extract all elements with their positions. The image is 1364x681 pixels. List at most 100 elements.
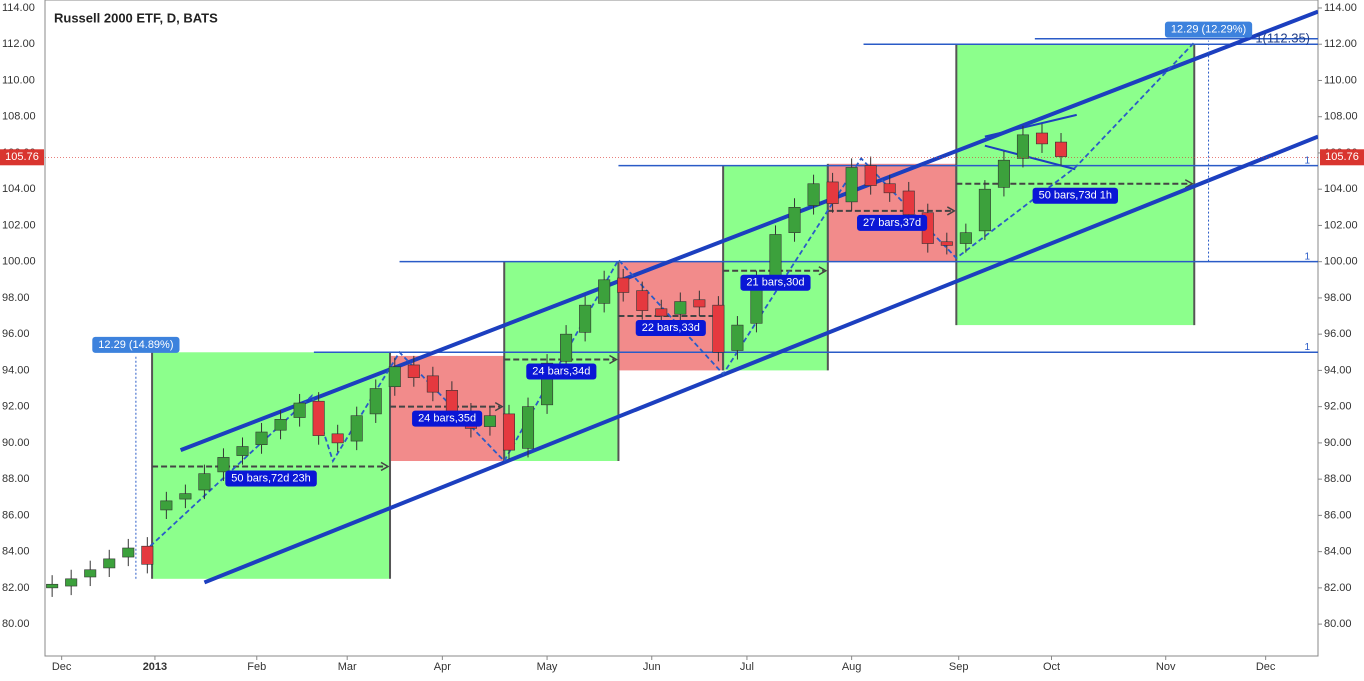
measure-label: 12.29 (12.29%)	[1171, 23, 1246, 35]
y-tick-label: 88.00	[2, 473, 30, 485]
candle-body	[1055, 141, 1068, 157]
candle-body	[864, 165, 877, 186]
chart-title: Russell 2000 ETF, D, BATS	[54, 10, 218, 25]
candle-body	[655, 308, 668, 317]
box-label: 27 bars,37d	[863, 217, 921, 229]
box-label-bg	[1032, 187, 1118, 204]
box-label: 21 bars,30d	[746, 277, 804, 289]
y-tick-label: 84.00	[2, 546, 30, 558]
trend-line	[179, 9, 1318, 453]
y-tick-label: 112.00	[1324, 38, 1357, 50]
candle-body	[255, 431, 268, 446]
x-tick-label: 2013	[143, 661, 167, 673]
y-tick-label: 86.00	[2, 509, 30, 521]
y-tick-label: 98.00	[2, 292, 30, 304]
y-tick-label: 110.00	[1324, 74, 1357, 86]
x-tick-label: Dec	[1256, 661, 1276, 673]
x-tick-label: Oct	[1043, 661, 1060, 673]
arrow-head	[818, 266, 828, 276]
y-tick-label: 110.00	[2, 74, 35, 86]
candle-body	[369, 388, 382, 415]
candle-body	[712, 304, 725, 353]
arrow-head	[380, 461, 390, 472]
line-label: 1(112.35)	[1255, 31, 1310, 46]
price-tag-bg	[1320, 149, 1364, 166]
y-tick-label: 98.00	[1324, 292, 1352, 304]
candle-body	[46, 583, 59, 589]
y-tick-label: 90.00	[2, 437, 30, 449]
y-tick-label: 94.00	[2, 364, 30, 376]
y-tick-label: 84.00	[1324, 546, 1352, 558]
candle-body	[636, 290, 649, 311]
x-tick-label: Jul	[740, 661, 754, 673]
candle-body	[826, 181, 839, 204]
x-tick-label: Feb	[247, 661, 266, 673]
trend-line	[203, 134, 1318, 585]
candle-body	[160, 500, 173, 511]
y-tick-label: 82.00	[2, 582, 30, 594]
y-tick-label: 114.00	[1324, 2, 1357, 14]
box-label: 24 bars,35d	[418, 413, 476, 425]
y-tick-label: 88.00	[1324, 473, 1352, 485]
candle-body	[598, 279, 611, 304]
box-label: 24 bars,34d	[532, 365, 590, 377]
candle-body	[483, 415, 496, 427]
measure-label-bg	[1164, 21, 1253, 38]
zigzag-line	[149, 41, 1195, 547]
x-tick-label: Aug	[842, 661, 862, 673]
box-label-bg	[740, 274, 811, 291]
x-tick-label: Mar	[338, 661, 357, 673]
box-label-bg	[412, 410, 483, 427]
line-label: 1	[1304, 251, 1310, 262]
candle-body	[445, 390, 458, 415]
candle-body	[1035, 132, 1048, 145]
candle-body	[141, 545, 154, 565]
measure-label: 12.29 (14.89%)	[98, 339, 173, 351]
y-tick-label: 100.00	[2, 256, 36, 268]
x-tick-label: Sep	[949, 661, 969, 673]
y-tick-label: 108.00	[2, 111, 36, 123]
price-tag-bg	[0, 149, 44, 166]
y-tick-label: 90.00	[1324, 437, 1352, 449]
y-tick-label: 86.00	[1324, 509, 1352, 521]
candle-body	[731, 324, 744, 351]
candle-body	[179, 493, 192, 500]
x-tick-label: Dec	[52, 661, 72, 673]
arrow-head	[609, 354, 618, 365]
box-label-bg	[635, 320, 706, 337]
y-tick-label: 100.00	[1324, 256, 1358, 268]
x-tick-label: Jun	[643, 661, 661, 673]
box-label-bg	[857, 214, 928, 231]
candle-body	[502, 413, 516, 451]
candle-body	[65, 578, 78, 587]
candle-body	[236, 446, 249, 456]
price-tag: 105.76	[5, 151, 39, 163]
trend-line	[984, 144, 1076, 171]
candle-body	[293, 402, 306, 418]
candle-body	[426, 375, 439, 393]
y-tick-label: 112.00	[2, 38, 35, 50]
candle-body	[331, 433, 344, 444]
y-tick-label: 92.00	[1324, 401, 1352, 413]
candle-body	[541, 362, 554, 406]
arrow-head	[494, 401, 504, 412]
candle-body	[312, 400, 325, 436]
candle-body	[788, 207, 801, 233]
candle-body	[902, 190, 915, 215]
measure-label-bg	[92, 336, 180, 353]
candle-body	[103, 558, 116, 569]
candle-body	[1016, 134, 1029, 159]
candle-body	[274, 419, 287, 431]
candle-body	[522, 406, 535, 449]
candle-body	[388, 366, 401, 388]
candle-body	[674, 301, 687, 315]
plot	[46, 9, 1318, 597]
line-label: 1	[1304, 155, 1310, 166]
candle-body	[807, 183, 820, 206]
candle-body	[579, 304, 592, 333]
line-label: 1	[1304, 342, 1310, 353]
candle-body	[769, 234, 782, 279]
candle-body	[997, 159, 1010, 188]
